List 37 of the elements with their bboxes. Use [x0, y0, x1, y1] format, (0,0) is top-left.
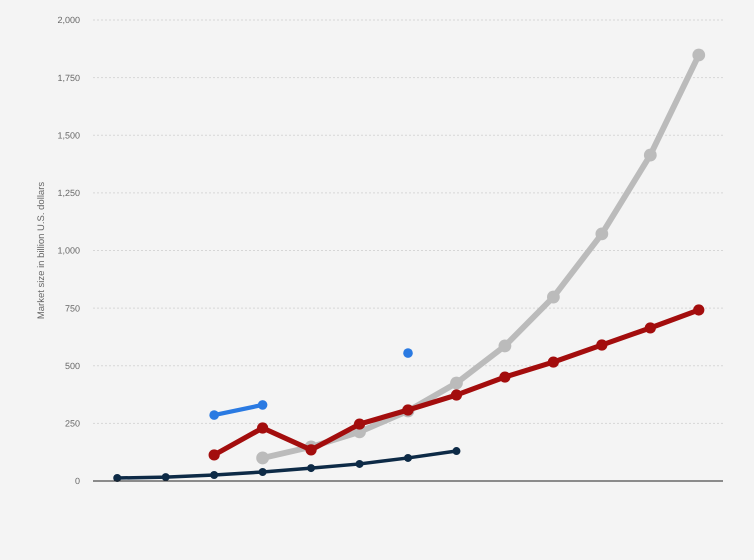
y-tick-label: 0 [74, 476, 80, 486]
y-tick-label: 250 [64, 418, 80, 429]
point [546, 290, 560, 304]
y-tick-label: 2,000 [57, 15, 80, 26]
point [644, 148, 657, 162]
y-tick-label: 750 [64, 303, 80, 314]
point [595, 228, 608, 240]
point [307, 464, 316, 472]
point [305, 444, 317, 456]
point [258, 400, 268, 410]
point [693, 304, 704, 316]
point [404, 454, 412, 462]
point [257, 422, 268, 434]
y-tick-label: 1,250 [57, 188, 80, 198]
point [356, 460, 364, 468]
point [256, 452, 270, 464]
point [354, 418, 366, 430]
point [258, 468, 267, 476]
point [162, 473, 170, 482]
point [499, 371, 511, 383]
point [498, 340, 512, 352]
point [644, 322, 656, 334]
point [208, 449, 220, 461]
point [450, 376, 463, 390]
y-tick-label: 500 [64, 360, 80, 371]
y-tick-label: 1,500 [57, 130, 80, 140]
point [450, 389, 462, 401]
point [403, 348, 413, 358]
point [596, 339, 608, 351]
y-tick-label: 1,000 [57, 246, 80, 256]
point [209, 410, 219, 420]
point [210, 471, 218, 480]
y-axis-title: Market size in billion U.S. dollars [36, 182, 47, 320]
point [548, 356, 559, 368]
point [452, 447, 460, 456]
point [692, 48, 706, 62]
y-tick-label: 1,750 [57, 72, 80, 83]
